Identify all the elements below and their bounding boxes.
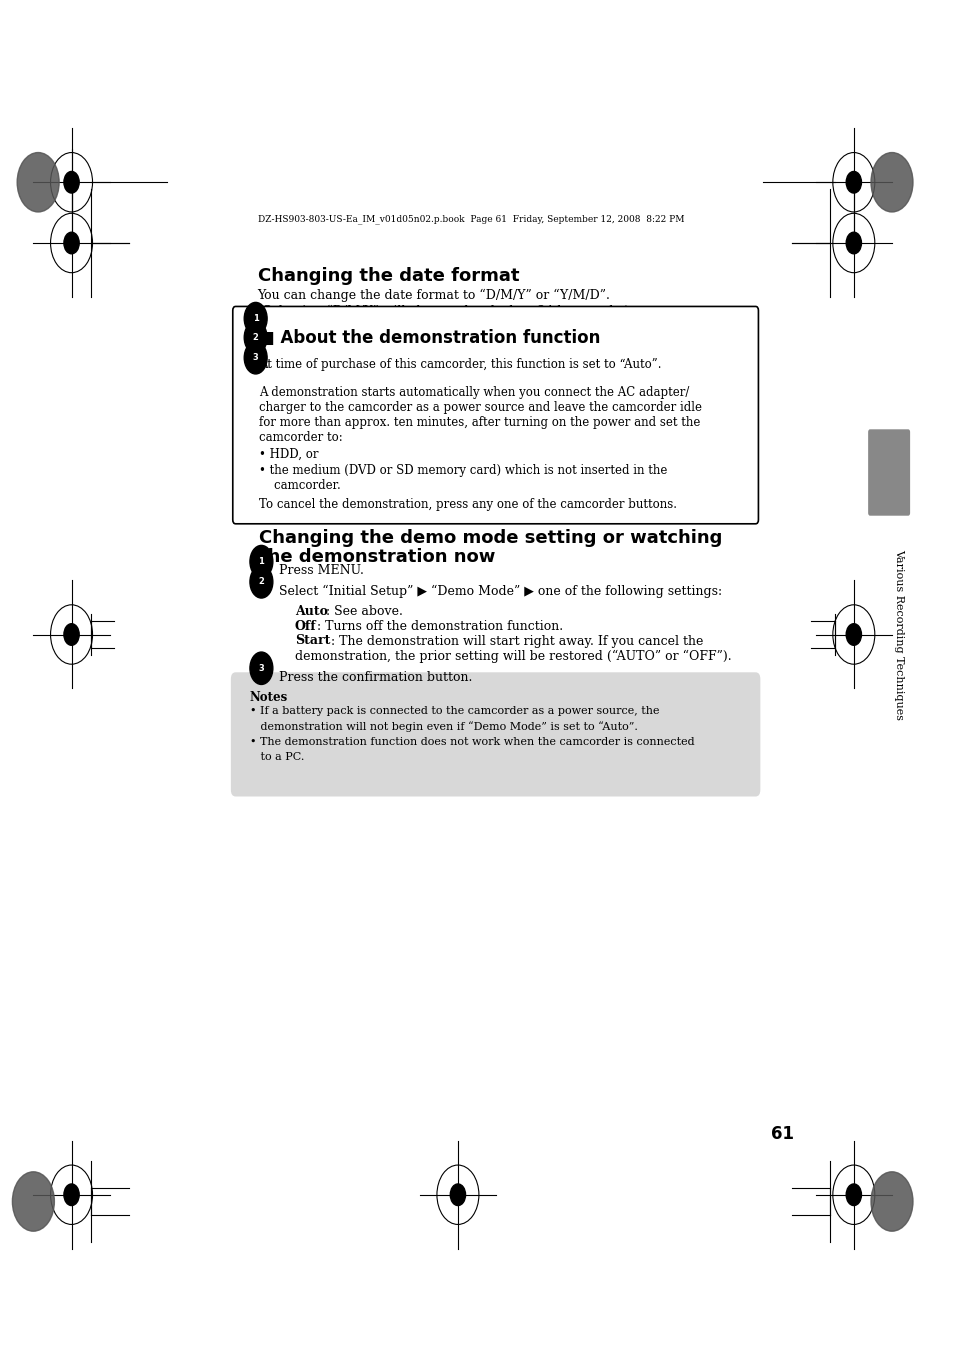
Text: : Turns off the demonstration function.: : Turns off the demonstration function. [316, 620, 562, 633]
Text: ■ About the demonstration function: ■ About the demonstration function [259, 329, 600, 347]
Text: Various Recording Techniques: Various Recording Techniques [893, 549, 902, 720]
Text: At time of purchase of this camcorder, this function is set to “Auto”.: At time of purchase of this camcorder, t… [259, 358, 661, 371]
Text: 3: 3 [258, 664, 264, 672]
Text: for more than approx. ten minutes, after turning on the power and set the: for more than approx. ten minutes, after… [259, 416, 700, 429]
Text: 2: 2 [258, 578, 264, 586]
Text: To cancel the demonstration, press any one of the camcorder buttons.: To cancel the demonstration, press any o… [259, 498, 677, 512]
Text: charger to the camcorder as a power source and leave the camcorder idle: charger to the camcorder as a power sour… [259, 401, 701, 414]
Text: Changing the date format: Changing the date format [257, 267, 518, 285]
Circle shape [64, 624, 79, 645]
Text: • HDD, or: • HDD, or [259, 448, 318, 462]
Text: • If a battery pack is connected to the camcorder as a power source, the: • If a battery pack is connected to the … [250, 706, 659, 716]
Text: 3: 3 [253, 354, 258, 362]
Text: You can change the date format to “D/M/Y” or “Y/M/D”.: You can change the date format to “D/M/Y… [257, 289, 610, 302]
Circle shape [845, 1184, 861, 1206]
Circle shape [12, 1172, 54, 1231]
Text: Auto: Auto [294, 605, 327, 618]
Text: Start: Start [294, 634, 330, 648]
Circle shape [250, 545, 273, 578]
Text: : See above.: : See above. [326, 605, 403, 618]
Circle shape [845, 624, 861, 645]
Text: Press MENU.: Press MENU. [278, 564, 363, 578]
Text: Press the confirmation button.: Press the confirmation button. [278, 671, 472, 684]
Text: Select “Date Setup” ▶ “Date Mode” ▶ one of the date formats: Select “Date Setup” ▶ “Date Mode” ▶ one … [273, 340, 665, 354]
Text: Notes: Notes [250, 691, 288, 705]
Circle shape [450, 1184, 465, 1206]
Circle shape [17, 153, 59, 212]
Text: Press MENU.: Press MENU. [273, 321, 357, 335]
Circle shape [244, 302, 267, 335]
Text: to a PC.: to a PC. [250, 752, 304, 761]
Text: to exit the setup.: to exit the setup. [580, 360, 691, 374]
Circle shape [244, 342, 267, 374]
Text: MENU: MENU [544, 360, 590, 374]
Text: camcorder to:: camcorder to: [259, 431, 343, 444]
Text: 61: 61 [770, 1125, 793, 1143]
Circle shape [870, 1172, 912, 1231]
Text: (Selecting “D/M/Y” will change the clock to 24 hour style.): (Selecting “D/M/Y” will change the clock… [257, 305, 628, 319]
Circle shape [870, 153, 912, 212]
Text: Off: Off [294, 620, 316, 633]
Text: 1: 1 [258, 558, 264, 566]
Circle shape [250, 652, 273, 684]
FancyBboxPatch shape [867, 429, 909, 516]
Circle shape [64, 232, 79, 254]
Text: 1: 1 [253, 315, 258, 323]
Text: camcorder.: camcorder. [259, 479, 341, 493]
Text: the demonstration now: the demonstration now [259, 548, 496, 566]
Text: Press the confirmation button, then press: Press the confirmation button, then pres… [273, 360, 540, 374]
Text: demonstration will not begin even if “Demo Mode” is set to “Auto”.: demonstration will not begin even if “De… [250, 721, 638, 732]
FancyBboxPatch shape [231, 672, 760, 796]
Circle shape [244, 321, 267, 354]
Circle shape [845, 171, 861, 193]
Text: : The demonstration will start right away. If you cancel the: : The demonstration will start right awa… [331, 634, 702, 648]
Circle shape [845, 232, 861, 254]
Text: • the medium (DVD or SD memory card) which is not inserted in the: • the medium (DVD or SD memory card) whi… [259, 464, 667, 478]
Circle shape [64, 171, 79, 193]
Text: 2: 2 [253, 333, 258, 342]
Circle shape [64, 1184, 79, 1206]
FancyBboxPatch shape [233, 306, 758, 524]
Text: Changing the demo mode setting or watching: Changing the demo mode setting or watchi… [259, 529, 722, 547]
Circle shape [250, 566, 273, 598]
Text: A demonstration starts automatically when you connect the AC adapter/: A demonstration starts automatically whe… [259, 386, 689, 400]
Text: Select “Initial Setup” ▶ “Demo Mode” ▶ one of the following settings:: Select “Initial Setup” ▶ “Demo Mode” ▶ o… [278, 585, 720, 598]
Text: demonstration, the prior setting will be restored (“AUTO” or “OFF”).: demonstration, the prior setting will be… [294, 649, 731, 663]
Text: • The demonstration function does not work when the camcorder is connected: • The demonstration function does not wo… [250, 737, 694, 747]
Text: DZ-HS903-803-US-Ea_IM_v01d05n02.p.book  Page 61  Friday, September 12, 2008  8:2: DZ-HS903-803-US-Ea_IM_v01d05n02.p.book P… [257, 215, 683, 224]
